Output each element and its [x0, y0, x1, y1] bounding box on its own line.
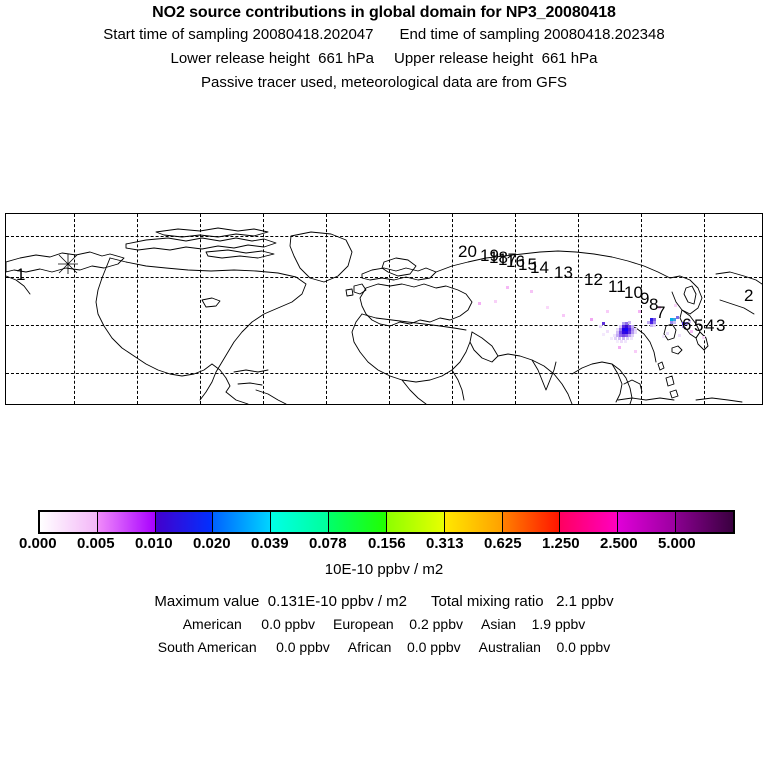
- trajectory-hour-label-18: 18: [489, 248, 508, 267]
- trajectory-label-layer: 1 20 19 18 17 16 15 14 13 12 11 10 9 8 7 6 5 4 3 2: [6, 214, 762, 404]
- colorbar-segment-11: [676, 512, 733, 532]
- region-value-european: 0.2 ppbv: [409, 616, 463, 632]
- end-time-value: 20080418.202348: [543, 26, 665, 43]
- global-map-panel: 1 20 19 18 17 16 15 14 13 12 11 10 9 8 7 6 5 4 3 2: [5, 213, 763, 405]
- trajectory-hour-label-1: 1: [16, 265, 26, 284]
- trajectory-hour-label-14: 14: [530, 258, 549, 277]
- release-height-line: Lower release height 661 hPa Upper releas…: [0, 47, 768, 71]
- colorbar-tick-4: 0.039: [251, 535, 289, 552]
- colorbar-segment-3: [213, 512, 272, 532]
- colorbar-tick-0: 0.000: [19, 535, 57, 552]
- colorbar-segment-2: [155, 512, 214, 532]
- colorbar-tick-2: 0.010: [135, 535, 173, 552]
- colorbar-segment-8: [502, 512, 561, 532]
- region-label-asian: Asian: [481, 616, 517, 632]
- colorbar-tick-6: 0.156: [368, 535, 406, 552]
- colorbar-tick-7: 0.313: [426, 535, 464, 552]
- trajectory-hour-label-2: 2: [744, 286, 754, 305]
- colorbar-tick-10: 2.500: [600, 535, 638, 552]
- lower-release-height-value: 661 hPa: [318, 50, 374, 67]
- colorbar-tick-9: 1.250: [542, 535, 580, 552]
- colorbar-tick-1: 0.005: [77, 535, 115, 552]
- region-value-african: 0.0 ppbv: [406, 639, 461, 655]
- region-value-american: 0.0 ppbv: [261, 616, 315, 632]
- trajectory-hour-label-20: 20: [458, 242, 477, 261]
- total-mixing-ratio-value: 2.1 ppbv: [556, 593, 614, 610]
- colorbar-unit-label: 10E-10 ppbv / m2: [324, 561, 444, 578]
- map-inner: 1 20 19 18 17 16 15 14 13 12 11 10 9 8 7 6 5 4 3 2: [6, 214, 762, 404]
- start-time-value: 20080418.202047: [252, 26, 374, 43]
- stats-row-maximum: Maximum value 0.131E-10 ppbv / m2 Total m…: [0, 590, 768, 613]
- total-mixing-ratio-label: Total mixing ratio: [431, 593, 544, 610]
- colorbar-tick-11: 5.000: [658, 535, 696, 552]
- trajectory-hour-label-15: 15: [518, 255, 537, 274]
- stats-row-regions-1: American 0.0 ppbv European 0.2 ppbv Asian …: [0, 613, 768, 636]
- trajectory-hour-label-6: 6: [682, 315, 692, 334]
- maximum-value: 0.131E-10 ppbv / m2: [267, 593, 408, 610]
- trajectory-hour-label-3: 3: [716, 316, 726, 335]
- end-time-label: End time of sampling: [399, 26, 540, 43]
- colorbar-segment-4: [271, 512, 330, 532]
- colorbar-segment-5: [329, 512, 387, 532]
- colorbar-tick-5: 0.078: [309, 535, 347, 552]
- trajectory-hour-label-16: 16: [506, 252, 525, 271]
- colorbar-segment-6: [386, 512, 445, 532]
- trajectory-hour-label-9: 9: [640, 289, 650, 308]
- region-value-south-american: 0.0 ppbv: [276, 639, 330, 655]
- start-time-label: Start time of sampling: [103, 26, 249, 43]
- region-value-asian: 1.9 ppbv: [531, 616, 586, 632]
- colorbar-segment-1: [97, 512, 156, 532]
- tracer-note: Passive tracer used, meteorological data…: [201, 74, 567, 91]
- colorbar: [38, 510, 735, 534]
- release-point-marker-icon: [58, 254, 78, 274]
- colorbar-segment-0: [40, 512, 98, 532]
- trajectory-hour-label-11: 11: [608, 277, 626, 296]
- header-block: NO2 source contributions in global domai…: [0, 0, 768, 95]
- stats-row-regions-2: South American 0.0 ppbv African 0.0 ppbv A…: [0, 636, 768, 659]
- region-label-african: African: [347, 639, 392, 655]
- trajectory-hour-label-19: 19: [480, 246, 499, 265]
- upper-release-height-label: Upper release height: [394, 50, 534, 67]
- trajectory-hour-label-13: 13: [554, 263, 573, 282]
- region-value-australian: 0.0 ppbv: [556, 639, 611, 655]
- colorbar-segment-10: [618, 512, 677, 532]
- concentration-plume-layer: [6, 214, 762, 404]
- trajectory-hour-label-7: 7: [656, 303, 666, 322]
- sampling-time-line: Start time of sampling 20080418.202047 En…: [0, 23, 768, 47]
- colorbar-tick-3: 0.020: [193, 535, 231, 552]
- region-label-australian: Australian: [478, 639, 541, 655]
- upper-release-height-value: 661 hPa: [541, 50, 598, 67]
- colorbar-tick-labels: 0.000 0.005 0.010 0.020 0.039 0.078 0.156 0.313…: [0, 536, 768, 554]
- lower-release-height-label: Lower release height: [170, 50, 310, 67]
- maximum-value-label: Maximum value: [154, 593, 260, 610]
- trajectory-hour-label-5: 5: [694, 316, 704, 335]
- colorbar-segment-7: [444, 512, 503, 532]
- trajectory-hour-label-4: 4: [705, 316, 715, 335]
- page-title: NO2 source contributions in global domai…: [152, 4, 616, 21]
- region-label-european: European: [333, 616, 394, 632]
- trajectory-hour-label-10: 10: [624, 283, 643, 302]
- colorbar-tick-8: 0.625: [484, 535, 522, 552]
- region-label-south-american: South American: [157, 639, 257, 655]
- region-label-american: American: [182, 616, 242, 632]
- trajectory-hour-label-12: 12: [584, 270, 603, 289]
- statistics-block: Maximum value 0.131E-10 ppbv / m2 Total m…: [0, 590, 768, 659]
- trajectory-hour-label-17: 17: [498, 250, 517, 269]
- trajectory-hour-label-8: 8: [649, 295, 659, 314]
- colorbar-segment-9: [560, 512, 619, 532]
- coastline-overlay: [6, 227, 762, 404]
